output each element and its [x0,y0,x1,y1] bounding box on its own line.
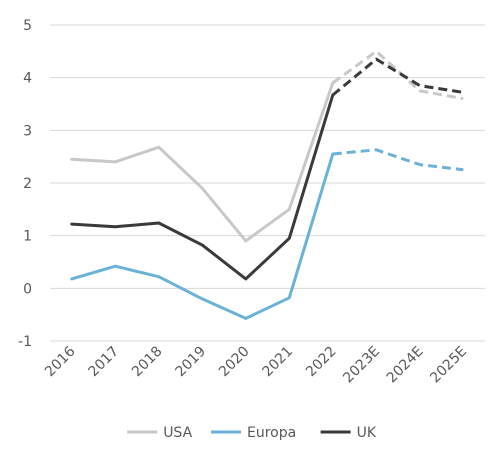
y-tick-label: 3 [23,123,32,139]
y-tick-label: 4 [23,71,32,87]
x-tick-label: 2022 [303,344,340,381]
x-tick-label: 2024E [384,344,427,387]
legend: USA Europa UK [127,425,377,441]
grid-lines [50,24,485,342]
y-tick-label: -1 [18,334,32,350]
y-tick-label: 0 [23,281,32,297]
y-tick-label: 5 [23,18,32,34]
x-tick-label: 2019 [173,344,210,381]
legend-label: Europa [247,425,296,441]
y-tick-label: 1 [23,229,32,245]
x-tick-label: 2023E [340,344,383,387]
legend-label: UK [357,425,377,441]
x-tick-label: 2016 [42,343,79,380]
y-axis: -1 0 1 2 3 4 5 [18,18,32,350]
series-line-usa [70,81,335,243]
series-line-europa [70,152,335,320]
x-tick-label: 2021 [260,344,297,381]
x-tick-label: 2018 [129,344,166,381]
series-lines [70,49,464,320]
x-tick-label: 2017 [86,344,123,381]
x-axis: 2016 2017 2018 2019 2020 2021 2022 2023E 2024E 20… [42,343,470,386]
series-estimate-line-europa [332,148,464,172]
series-estimate-line-usa [331,49,464,101]
x-tick-label: 2020 [216,344,253,381]
series-estimate-line-uk [331,57,464,97]
x-tick-label: 2025E [427,344,470,387]
series-line-uk [70,93,335,281]
y-tick-label: 2 [23,176,32,192]
legend-label: USA [163,425,192,441]
